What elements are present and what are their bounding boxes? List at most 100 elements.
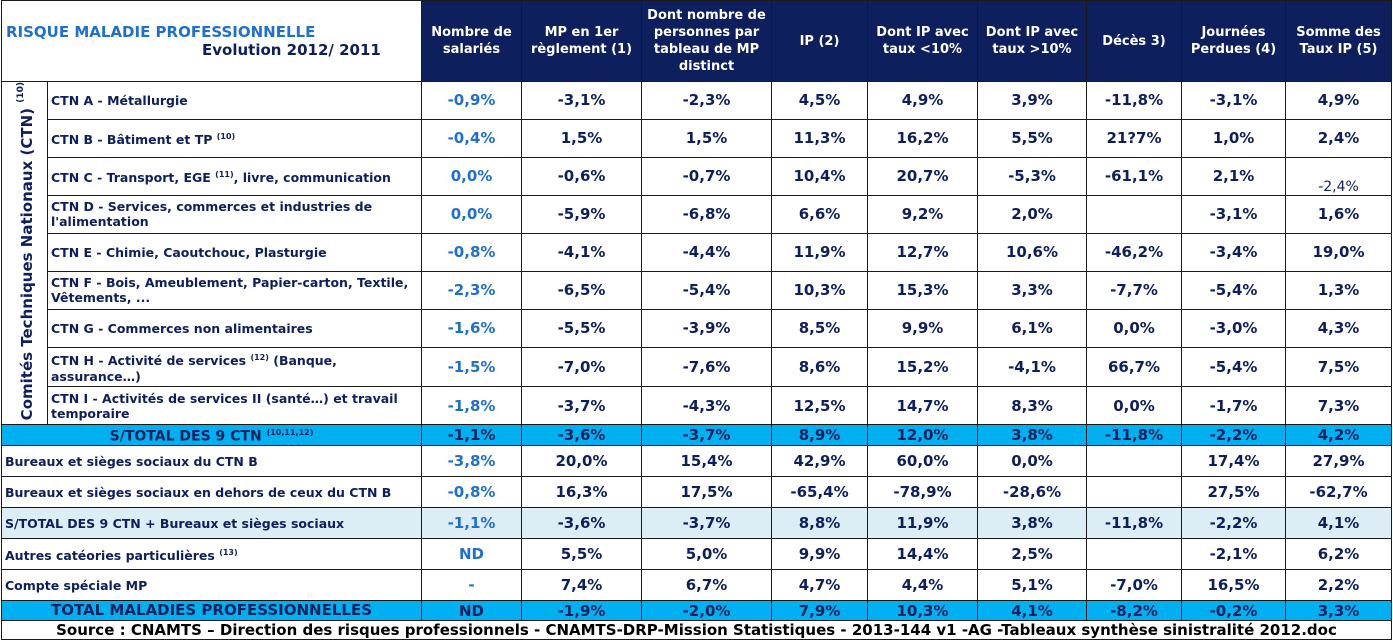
value-cell: 8,3% <box>977 386 1087 426</box>
row-label: TOTAL MALADIES PROFESSIONNELLES <box>1 600 422 622</box>
col-header-journees: Journées Perdues (4) <box>1181 0 1286 82</box>
value-cell: 9,9% <box>867 308 978 348</box>
value-cell: ND <box>421 538 522 571</box>
value-cell: 4,7% <box>771 569 868 602</box>
value-cell: 14,4% <box>867 538 978 571</box>
row-label-text: CTN F - Bois, Ameublement, Papier-carton… <box>51 275 409 306</box>
table-row: Bureaux et sièges sociaux du CTN B -3,8% 2… <box>1 445 1392 478</box>
value-cell: -2,0% <box>641 600 772 622</box>
row-label-tail: (Banque, assurance…) <box>51 353 337 384</box>
value-cell: - <box>421 569 522 602</box>
value-cell: -2,3% <box>641 81 772 120</box>
value-cell: -0,9% <box>421 81 522 120</box>
subtotal-row: S/TOTAL DES 9 CTN (10,11,12) -1,1% -3,6% -3… <box>1 424 1392 447</box>
value-cell: 10,4% <box>771 156 868 196</box>
table-row: CTN C - Transport, EGE (11), livre, comm… <box>2 156 1392 196</box>
value-cell: -2,2% <box>1181 424 1286 447</box>
value-cell: -28,6% <box>977 476 1087 509</box>
row-label: CTN B - Bâtiment et TP (10) <box>47 118 422 158</box>
value-cell: -7,0% <box>1086 569 1182 602</box>
value-cell: -5,4% <box>1181 270 1286 310</box>
row-label: Bureaux et sièges sociaux en dehors de c… <box>1 476 422 509</box>
value-cell: 6,2% <box>1285 538 1392 571</box>
value-cell: 4,9% <box>867 81 978 120</box>
value-cell: 1,5% <box>641 118 772 158</box>
value-cell: -7,0% <box>521 346 642 388</box>
value-cell: 0,0% <box>421 194 522 234</box>
value-cell: 7,9% <box>771 600 868 622</box>
value-cell: 0,0% <box>421 156 522 196</box>
value-cell: 3,8% <box>977 507 1087 540</box>
value-cell: -11,8% <box>1086 507 1182 540</box>
value-cell: 15,4% <box>641 445 772 478</box>
value-cell: -1,1% <box>421 507 522 540</box>
value-cell: 10,3% <box>867 600 978 622</box>
value-cell: -0,2% <box>1181 600 1286 622</box>
group-label-cell: Comités Techniques Nationaux (CTN) (10) <box>1 80 48 426</box>
value-cell: -62,7% <box>1285 476 1392 509</box>
value-cell: ND <box>421 600 522 622</box>
value-cell: -4,4% <box>641 232 772 272</box>
value-cell: 19,0% <box>1285 232 1392 272</box>
value-cell: 15,3% <box>867 270 978 310</box>
value-cell: 4,9% <box>1285 81 1392 120</box>
value-cell <box>1086 476 1182 509</box>
value-cell: -3,7% <box>641 507 772 540</box>
col-header-ip-lt10: Dont IP avec taux <10% <box>867 0 978 82</box>
row-label-text: CTN I - Activités de services II (santé…… <box>51 390 398 421</box>
row-label: Compte spéciale MP <box>1 569 422 602</box>
row-label-text: CTN G - Commerces non alimentaires <box>51 320 313 336</box>
row-label: S/TOTAL DES 9 CTN (10,11,12) <box>1 424 422 447</box>
value-cell: -8,2% <box>1086 600 1182 622</box>
subtotal-bureaux-row: S/TOTAL DES 9 CTN + Bureaux et sièges so… <box>1 507 1392 540</box>
value-cell: 9,9% <box>771 538 868 571</box>
value-cell: 2,2% <box>1285 569 1392 602</box>
group-label-footnote: (10) <box>16 82 26 103</box>
footnote-ref: (10) <box>216 132 236 142</box>
col-header-ip-gt10: Dont IP avec taux >10% <box>977 0 1087 82</box>
value-cell: 4,3% <box>1285 308 1392 348</box>
value-cell: 3,9% <box>977 81 1087 120</box>
row-label: CTN I - Activités de services II (santé…… <box>47 386 422 426</box>
row-label: S/TOTAL DES 9 CTN + Bureaux et sièges so… <box>1 507 422 540</box>
value-cell: 5,0% <box>641 538 772 571</box>
value-cell: 16,2% <box>867 118 978 158</box>
row-label-tail: , livre, communication <box>233 170 391 186</box>
row-label-text: TOTAL MALADIES PROFESSIONNELLES <box>50 601 373 620</box>
table-row: CTN F - Bois, Ameublement, Papier-carton… <box>2 270 1392 310</box>
table-row: CTN I - Activités de services II (santé…… <box>2 386 1392 426</box>
row-label: CTN G - Commerces non alimentaires <box>47 308 422 348</box>
row-label-text: CTN H - Activité de services <box>51 353 247 369</box>
row-label-text: Compte spéciale MP <box>5 577 148 593</box>
value-cell: 2,4% <box>1285 118 1392 158</box>
value-cell: -0,7% <box>641 156 772 196</box>
title-line-1: RISQUE MALADIE PROFESSIONNELLE <box>6 23 316 41</box>
value-cell <box>1086 538 1182 571</box>
col-header-ip: IP (2) <box>771 0 868 82</box>
value-cell: 66,7% <box>1086 346 1182 388</box>
value-cell: 3,8% <box>977 424 1087 447</box>
value-cell: -4,1% <box>521 232 642 272</box>
total-row: TOTAL MALADIES PROFESSIONNELLES ND -1,9% -2… <box>1 600 1392 622</box>
row-label: CTN F - Bois, Ameublement, Papier-carton… <box>47 270 422 310</box>
value-cell: 4,4% <box>867 569 978 602</box>
source-note: Source : CNAMTS – Direction des risques … <box>1 620 1392 640</box>
value-cell: 12,7% <box>867 232 978 272</box>
table-row: Autres catéories particulières (13) ND 5,5… <box>1 538 1392 571</box>
row-label: Autres catéories particulières (13) <box>1 538 422 571</box>
value-cell: 12,0% <box>867 424 978 447</box>
value-cell: 8,8% <box>771 507 868 540</box>
value-cell <box>1086 445 1182 478</box>
value-cell: 16,3% <box>521 476 642 509</box>
value-cell: -5,4% <box>1181 346 1286 388</box>
row-label-text: CTN D - Services, commerces et industrie… <box>51 199 373 230</box>
value-cell: 60,0% <box>867 445 978 478</box>
value-cell: 20,0% <box>521 445 642 478</box>
value-cell: 17,4% <box>1181 445 1286 478</box>
value-cell: 8,9% <box>771 424 868 447</box>
value-cell: 5,5% <box>977 118 1087 158</box>
value-cell: -0,8% <box>421 476 522 509</box>
value-cell: -5,5% <box>521 308 642 348</box>
value-cell: -3,9% <box>641 308 772 348</box>
value-cell: 15,2% <box>867 346 978 388</box>
